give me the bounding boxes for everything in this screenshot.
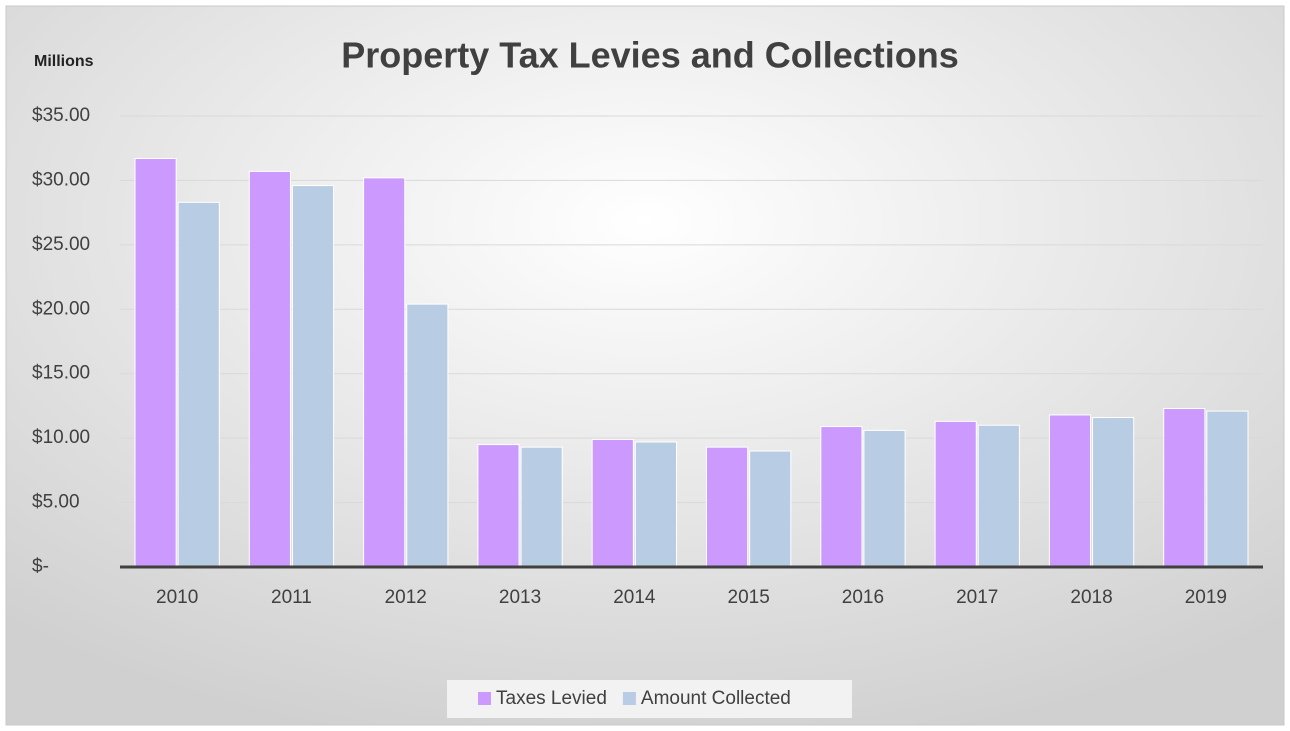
bar [248, 170, 291, 568]
x-tick-label: 2010 [156, 587, 198, 608]
y-tick-label: $10.00 [32, 427, 90, 448]
bar [291, 185, 335, 568]
bar [406, 303, 449, 568]
y-tick-label: $15.00 [32, 363, 90, 384]
bar [706, 446, 749, 568]
bar [749, 450, 792, 568]
bar [591, 438, 634, 568]
chart-title: Property Tax Levies and Collections [341, 35, 959, 76]
x-tick-label: 2013 [499, 587, 541, 608]
bar [863, 429, 906, 568]
bar [1163, 408, 1206, 568]
y-axis-label: Millions [34, 53, 94, 70]
x-tick-label: 2014 [613, 587, 656, 608]
legend-box [447, 680, 852, 718]
legend-label: Amount Collected [641, 688, 791, 709]
bar [363, 177, 406, 568]
x-tick-label: 2015 [728, 587, 770, 608]
x-tick-label: 2018 [1070, 587, 1112, 608]
bar [634, 441, 677, 568]
y-tick-label: $30.00 [32, 169, 90, 190]
bar [977, 424, 1020, 568]
y-tick-label: $20.00 [32, 298, 90, 319]
legend-swatch [622, 692, 636, 705]
bar [1206, 410, 1249, 568]
bar [520, 446, 563, 568]
x-tick-label: 2016 [842, 587, 884, 608]
x-tick-label: 2017 [956, 587, 998, 608]
legend-label: Taxes Levied [496, 688, 607, 709]
x-tick-label: 2012 [385, 587, 427, 608]
x-tick-label: 2011 [271, 587, 312, 608]
bar [1092, 417, 1135, 568]
bar [820, 426, 863, 568]
y-tick-label: $35.00 [32, 105, 90, 126]
bar [177, 201, 220, 568]
bar [134, 158, 177, 568]
bar [934, 420, 977, 568]
legend-swatch [478, 692, 491, 705]
bar [477, 444, 520, 568]
bar [1048, 414, 1092, 568]
y-tick-label: $- [32, 556, 49, 577]
y-tick-label: $5.00 [32, 492, 80, 513]
y-tick-label: $25.00 [32, 234, 90, 255]
x-tick-label: 2019 [1185, 587, 1227, 608]
